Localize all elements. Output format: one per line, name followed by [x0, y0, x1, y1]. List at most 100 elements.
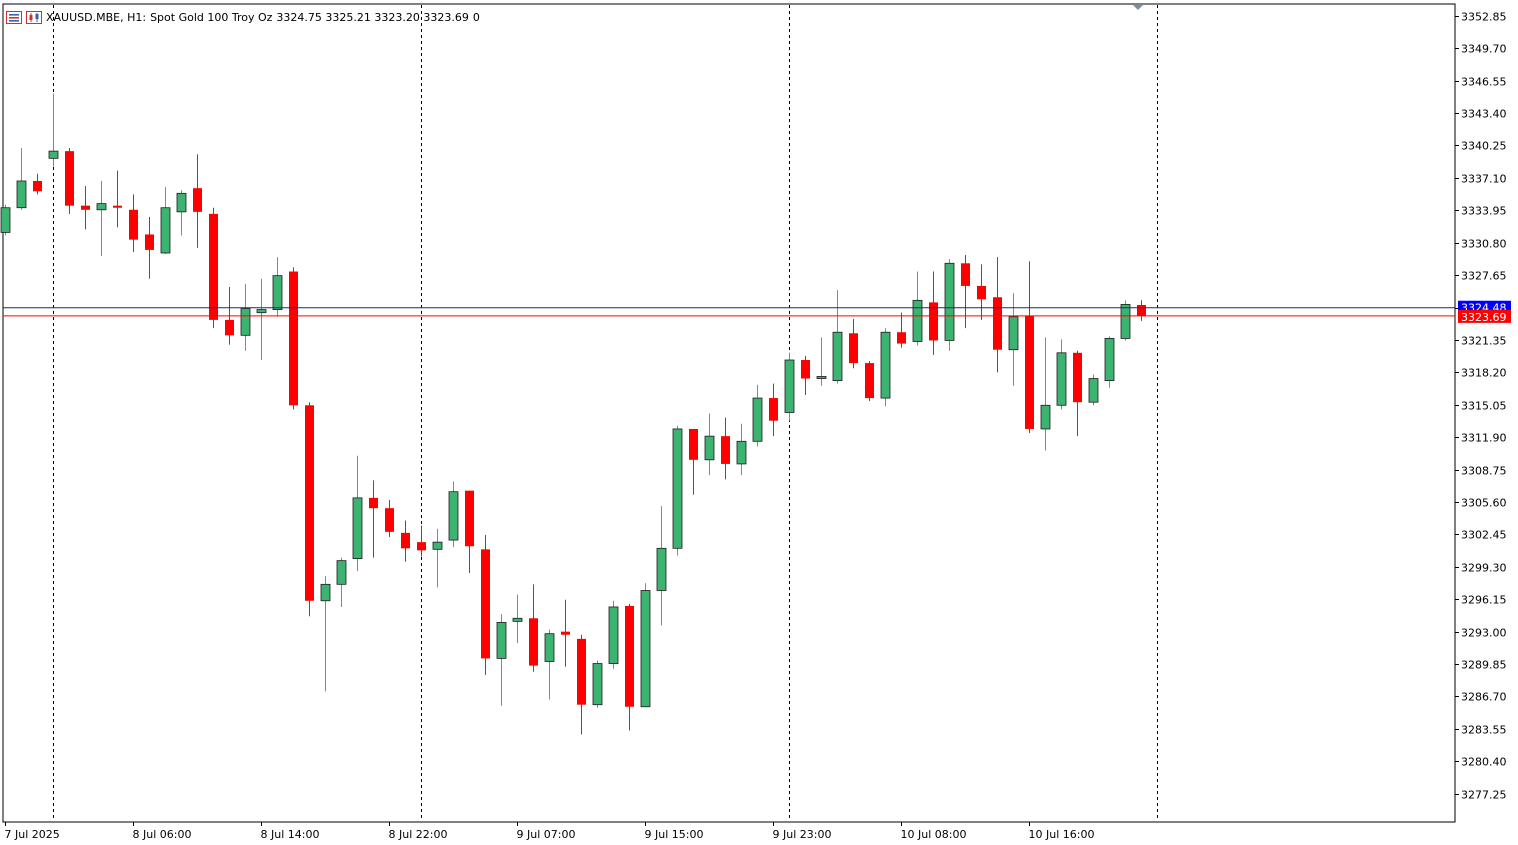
price-tick-label: 3352.85	[1461, 11, 1507, 24]
candle	[193, 154, 202, 248]
candle	[561, 599, 570, 667]
bullish-candle-body	[944, 262, 955, 341]
bullish-candle-body	[240, 308, 251, 336]
candle	[352, 455, 363, 571]
price-lines	[3, 307, 1455, 317]
candle	[993, 257, 1002, 373]
bullish-candle-body	[448, 491, 459, 541]
bullish-candle-body	[512, 617, 523, 622]
price-tick-label: 3302.45	[1461, 529, 1507, 542]
bearish-candle-body	[561, 631, 570, 635]
bearish-candle-body	[193, 188, 202, 212]
bullish-candle-body	[1120, 304, 1131, 339]
bullish-candle-body	[160, 207, 171, 254]
bearish-candle-body	[401, 532, 410, 549]
price-tick-label: 3296.15	[1461, 594, 1507, 607]
symbol-description: Spot Gold 100 Troy Oz	[150, 10, 273, 24]
price-tick-label: 3343.40	[1461, 108, 1507, 121]
bearish-candle-body	[481, 549, 490, 659]
price-tick-label: 3308.75	[1461, 465, 1507, 478]
candle	[0, 204, 11, 236]
bearish-candle-body	[897, 332, 906, 344]
candle	[529, 584, 538, 672]
candle	[401, 520, 410, 562]
bearish-candle-body	[65, 151, 74, 206]
time-tick-label: 8 Jul 14:00	[261, 828, 320, 841]
price-tick-label: 3299.30	[1461, 562, 1507, 575]
chart-shift-marker-icon[interactable]	[1133, 5, 1143, 10]
candle	[721, 417, 730, 480]
bullish-candle-body	[608, 606, 619, 664]
candle	[385, 499, 394, 537]
candle	[880, 328, 891, 407]
bullish-candle-body	[320, 583, 331, 602]
candle	[769, 383, 778, 437]
bearish-candle-body	[465, 490, 474, 547]
price-tick-label: 3346.55	[1461, 76, 1507, 89]
time-tick-label: 8 Jul 06:00	[133, 828, 192, 841]
candle	[944, 259, 955, 351]
candle	[1104, 336, 1115, 388]
candle	[496, 614, 507, 706]
candle	[832, 290, 843, 384]
bearish-candle-body	[961, 263, 970, 286]
symbol-label: XAUUSD.MBE, H1:	[46, 10, 147, 24]
bearish-candle-body	[977, 285, 986, 300]
time-tick-label: 10 Jul 08:00	[901, 828, 967, 841]
price-tick-label: 3289.85	[1461, 659, 1507, 672]
candle	[305, 402, 314, 617]
candle	[929, 271, 938, 355]
candle	[1120, 300, 1131, 341]
bullish-candle-body	[784, 359, 795, 413]
candle	[752, 384, 763, 447]
candle	[865, 361, 874, 402]
bearish-candle-body	[929, 302, 938, 341]
price-axis[interactable]: 3352.85 3349.70 3346.55 3343.40 3340.25 3337.…	[1455, 11, 1511, 802]
price-tick-label: 3286.70	[1461, 691, 1507, 704]
candle	[689, 428, 698, 495]
candle	[577, 634, 586, 735]
bearish-candle-body	[993, 297, 1002, 350]
bullish-candle-body	[336, 560, 347, 585]
bullish-candle-body	[640, 590, 651, 708]
bullish-candle-body	[176, 192, 187, 213]
bearish-candle-body	[209, 213, 218, 320]
candle	[240, 283, 251, 351]
candle	[481, 534, 490, 675]
bullish-candle-body	[672, 428, 683, 549]
candlestick-icon[interactable]	[26, 10, 42, 24]
bearish-candle-body	[289, 271, 298, 406]
candle	[512, 594, 523, 643]
candles-group	[0, 93, 1146, 735]
time-tick-label: 9 Jul 15:00	[645, 828, 704, 841]
candle	[672, 425, 683, 556]
candle	[81, 186, 90, 230]
price-tick-label: 3349.70	[1461, 43, 1507, 56]
time-axis[interactable]: 7 Jul 2025 8 Jul 06:00 8 Jul 14:00 8 Jul 22…	[5, 822, 1095, 841]
time-tick-label: 9 Jul 23:00	[773, 828, 832, 841]
candle	[145, 216, 154, 279]
price-tick-label: 3330.80	[1461, 238, 1507, 251]
candle	[448, 481, 459, 548]
bullish-candle-body	[880, 331, 891, 399]
candle	[176, 190, 187, 236]
bullish-candle-body	[256, 309, 267, 314]
candle	[1088, 374, 1099, 406]
candle	[801, 355, 810, 395]
bullish-candle-body	[96, 203, 107, 211]
price-tick-label: 3321.35	[1461, 335, 1507, 348]
candle	[1008, 293, 1019, 386]
price-tick-label: 3333.95	[1461, 205, 1507, 218]
candle	[1073, 350, 1082, 437]
candle	[592, 660, 603, 708]
chart-list-icon[interactable]	[6, 10, 22, 24]
candle	[129, 194, 138, 252]
price-tick-label: 3340.25	[1461, 140, 1507, 153]
bullish-candle-body	[272, 275, 283, 310]
price-tick-label: 3315.05	[1461, 400, 1507, 413]
price-tick-label: 3293.00	[1461, 627, 1507, 640]
candle	[320, 576, 331, 692]
candle	[1040, 337, 1051, 451]
candle	[897, 312, 906, 348]
